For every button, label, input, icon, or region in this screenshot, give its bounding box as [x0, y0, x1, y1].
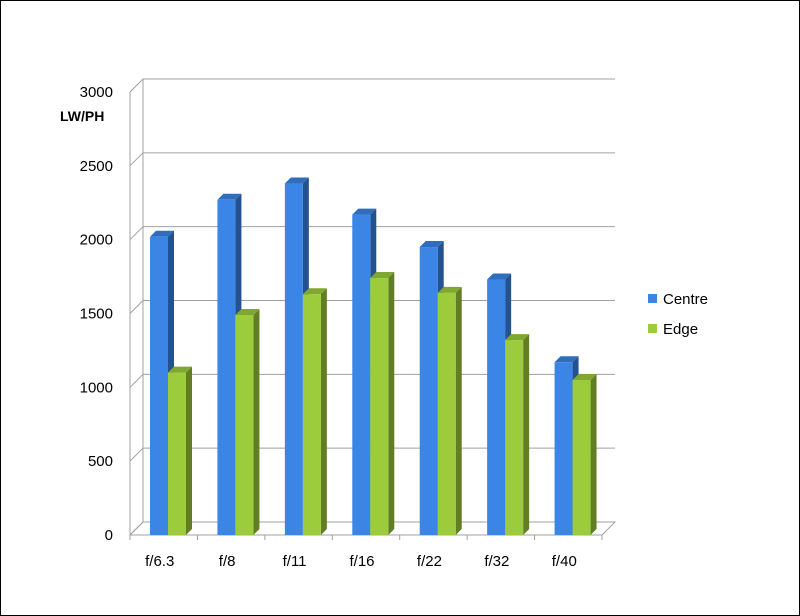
bar-top — [370, 272, 395, 279]
bar-top — [487, 273, 512, 280]
bar-side — [186, 366, 192, 535]
bar-front — [235, 314, 254, 535]
bar-front — [370, 278, 389, 535]
bar-front — [168, 372, 186, 535]
bar-front — [302, 294, 321, 535]
x-tick-label: f/16 — [349, 553, 374, 570]
bar-side — [388, 272, 395, 535]
bar-side — [590, 373, 597, 535]
bar-top — [419, 241, 444, 248]
legend-label-centre: Centre — [663, 291, 708, 308]
bar-top — [437, 286, 462, 293]
y-axis-ticks: 0 500 1000 1500 2000 2500 3000 — [80, 84, 113, 544]
legend-label-edge: Edge — [663, 321, 698, 338]
bar-edge-f/22 — [437, 286, 462, 535]
x-tick-label: f/32 — [484, 553, 509, 570]
y-axis-label: LW/PH — [60, 108, 104, 124]
x-axis-ticks: f/6.3 f/8 f/11 f/16 f/22 f/32 f/40 — [129, 535, 603, 570]
bar-top — [302, 288, 327, 295]
bar-side — [320, 288, 327, 535]
bar-front — [150, 236, 168, 536]
bar-edge-f/11 — [302, 288, 327, 535]
x-tick-label: f/40 — [552, 553, 577, 570]
x-tick-label: f/11 — [283, 553, 307, 570]
legend-swatch-centre — [648, 294, 657, 303]
bar-front — [352, 214, 371, 535]
bar-top — [168, 366, 192, 373]
bar-front — [419, 247, 438, 536]
y-tick-label: 0 — [105, 527, 113, 544]
gridline — [129, 152, 615, 167]
y-tick-label: 3000 — [80, 84, 113, 101]
bar-edge-f/6.3 — [168, 366, 192, 535]
bar-front — [505, 340, 524, 535]
bar-top — [235, 308, 260, 315]
bar-front — [437, 292, 456, 535]
bar-front — [217, 199, 236, 535]
y-tick-label: 2000 — [80, 232, 113, 249]
y-tick-label: 2500 — [80, 158, 113, 175]
bar-edge-f/40 — [572, 373, 597, 535]
gridline — [129, 226, 615, 241]
bar-front — [554, 362, 573, 535]
bar-front — [487, 279, 506, 535]
y-tick-label: 1000 — [80, 379, 113, 396]
bar-front — [572, 379, 591, 535]
gridline — [129, 78, 615, 93]
bar-top — [150, 230, 174, 237]
bar-edge-f/8 — [235, 308, 260, 535]
x-tick-label: f/8 — [219, 553, 236, 570]
bar-front — [284, 183, 303, 535]
x-tick-label: f/22 — [417, 553, 442, 570]
x-tick-label: f/6.3 — [145, 553, 174, 570]
bar-top — [352, 208, 377, 215]
legend-swatch-edge — [648, 324, 657, 333]
y-tick-label: 1500 — [80, 306, 113, 323]
bar-edge-f/16 — [370, 272, 395, 535]
y-tick-label: 500 — [88, 453, 113, 470]
bar-top — [505, 334, 530, 341]
bar-top — [284, 177, 309, 184]
bar-top — [554, 356, 579, 363]
bar-top — [572, 373, 597, 380]
bar-side — [523, 334, 530, 535]
bar-side — [253, 308, 260, 535]
bar-top — [217, 193, 242, 200]
bar-edge-f/32 — [505, 334, 530, 535]
legend: Centre Edge — [648, 291, 708, 338]
bar-side — [455, 286, 462, 535]
bars — [150, 177, 597, 536]
